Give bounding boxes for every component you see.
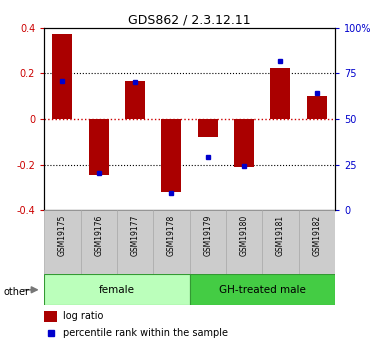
Bar [190,210,226,274]
Bar [44,210,80,274]
Bar [117,210,153,274]
Text: GSM19179: GSM19179 [203,215,212,256]
Bar [80,210,117,274]
Bar [125,81,145,119]
Text: log ratio: log ratio [63,311,104,321]
Bar [198,119,218,137]
Bar [153,210,189,274]
Bar [270,68,290,119]
Title: GDS862 / 2.3.12.11: GDS862 / 2.3.12.11 [128,13,251,27]
Bar [234,119,254,167]
Text: GH-treated male: GH-treated male [219,285,306,295]
Bar [226,210,262,274]
Text: GSM19178: GSM19178 [167,215,176,256]
Text: GSM19177: GSM19177 [131,215,140,256]
Text: GSM19180: GSM19180 [239,215,249,256]
Text: GSM19181: GSM19181 [276,215,285,256]
Text: GSM19182: GSM19182 [312,215,321,256]
Bar [44,274,190,305]
Text: female: female [99,285,135,295]
Bar [299,210,335,274]
Bar [262,210,299,274]
Bar [44,310,57,322]
Bar [307,96,327,119]
Text: GSM19175: GSM19175 [58,215,67,256]
Text: GSM19176: GSM19176 [94,215,103,256]
Bar [89,119,109,175]
Bar [190,274,335,305]
Text: percentile rank within the sample: percentile rank within the sample [63,328,228,338]
Bar [161,119,181,192]
Text: other: other [4,287,30,296]
Bar [52,34,72,119]
